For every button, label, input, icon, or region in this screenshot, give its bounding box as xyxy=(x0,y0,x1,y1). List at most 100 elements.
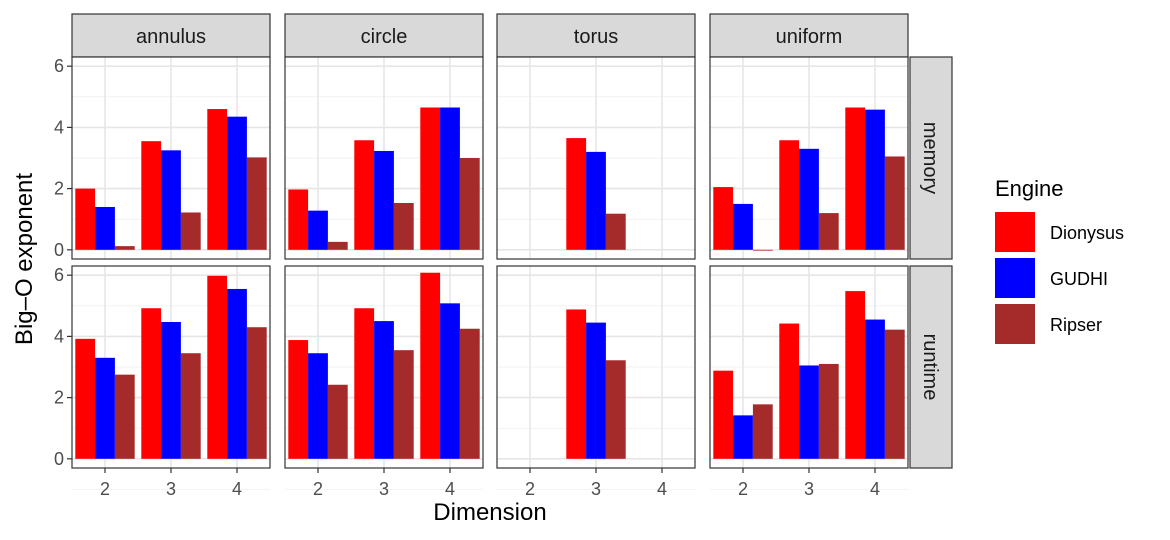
bar-ripser xyxy=(884,329,905,459)
panel-border xyxy=(709,56,909,260)
bar-dionysus xyxy=(207,109,228,250)
x-tick-label: 3 xyxy=(804,479,814,499)
bar-gudhi xyxy=(733,203,753,250)
bar-dionysus xyxy=(420,272,441,459)
bar-dionysus xyxy=(288,340,309,459)
y-tick-label: 0 xyxy=(54,240,64,260)
bar-ripser xyxy=(459,158,480,250)
bar-dionysus xyxy=(713,187,734,250)
facet-strip-runtime xyxy=(909,265,953,469)
bar-gudhi xyxy=(308,210,328,250)
bar-gudhi xyxy=(95,206,115,250)
bar-ripser xyxy=(605,360,626,459)
bar-gudhi xyxy=(440,303,460,459)
bar-gudhi xyxy=(227,288,247,459)
panel-annulus-memory xyxy=(71,56,271,281)
legend-title: Engine xyxy=(995,176,1064,201)
x-tick-label: 4 xyxy=(232,479,242,499)
bar-dionysus xyxy=(779,323,800,459)
facet-strip-torus xyxy=(496,13,696,58)
bar-ripser xyxy=(327,241,348,250)
bar-dionysus xyxy=(75,338,96,459)
panel-circle-runtime xyxy=(284,265,484,490)
bar-ripser xyxy=(327,384,348,459)
bar-dionysus xyxy=(713,370,734,459)
legend-label: Ripser xyxy=(1050,315,1102,335)
x-tick-label: 3 xyxy=(379,479,389,499)
panel-circle-memory xyxy=(284,56,484,281)
bar-dionysus xyxy=(845,291,866,459)
y-tick-label: 0 xyxy=(54,449,64,469)
bar-gudhi xyxy=(865,109,885,250)
x-tick-label: 2 xyxy=(100,479,110,499)
bar-ripser xyxy=(114,374,135,459)
legend-label: Dionysus xyxy=(1050,223,1124,243)
bar-ripser xyxy=(818,213,839,250)
legend-swatch-gudhi xyxy=(995,258,1035,298)
panel-border xyxy=(71,56,271,260)
facet-strip-circle xyxy=(284,13,484,58)
panel-uniform-memory xyxy=(709,56,909,281)
bar-gudhi xyxy=(161,322,181,459)
legend-swatch-ripser xyxy=(995,304,1035,344)
legend-swatch-dionysus xyxy=(995,212,1035,252)
bar-gudhi xyxy=(865,319,885,459)
x-tick-label: 4 xyxy=(657,479,667,499)
bar-dionysus xyxy=(141,141,162,250)
bar-gudhi xyxy=(586,322,606,459)
bar-ripser xyxy=(393,350,414,459)
bar-gudhi xyxy=(374,150,394,250)
bar-gudhi xyxy=(799,148,819,250)
bar-ripser xyxy=(752,249,773,251)
bar-ripser xyxy=(818,363,839,459)
panel-border xyxy=(284,56,484,260)
x-tick-label: 3 xyxy=(166,479,176,499)
y-axis-title: Big–O exponent xyxy=(11,173,38,345)
bar-dionysus xyxy=(845,107,866,250)
bar-gudhi xyxy=(227,116,247,250)
bar-ripser xyxy=(246,157,267,250)
facet-strip-label: uniform xyxy=(776,26,843,48)
bar-dionysus xyxy=(420,107,441,250)
bar-ripser xyxy=(459,328,480,459)
bar-dionysus xyxy=(566,309,587,459)
y-tick-label: 2 xyxy=(54,388,64,408)
legend-label: GUDHI xyxy=(1050,269,1108,289)
y-tick-label: 6 xyxy=(54,56,64,76)
y-tick-label: 6 xyxy=(54,265,64,285)
bar-gudhi xyxy=(308,353,328,459)
facet-strip-memory xyxy=(909,56,953,260)
panel-torus-memory xyxy=(496,56,696,281)
bar-dionysus xyxy=(288,189,309,250)
x-tick-label: 2 xyxy=(313,479,323,499)
facet-strip-label: memory xyxy=(919,122,941,194)
facet-strip-label: circle xyxy=(361,26,408,48)
y-tick-label: 4 xyxy=(54,117,64,137)
panel-border xyxy=(496,56,696,260)
x-tick-label: 2 xyxy=(738,479,748,499)
facet-strip-label: runtime xyxy=(919,334,941,401)
bar-ripser xyxy=(605,213,626,250)
bar-ripser xyxy=(180,212,201,250)
bar-dionysus xyxy=(75,188,96,250)
facet-strip-uniform xyxy=(709,13,909,58)
bar-ripser xyxy=(752,404,773,459)
bar-gudhi xyxy=(586,151,606,250)
bar-ripser xyxy=(246,327,267,459)
bar-gudhi xyxy=(374,321,394,459)
bar-ripser xyxy=(114,246,135,250)
y-tick-label: 2 xyxy=(54,179,64,199)
bar-gudhi xyxy=(733,415,753,459)
bar-ripser xyxy=(180,353,201,459)
bar-dionysus xyxy=(354,140,375,250)
bar-dionysus xyxy=(207,275,228,459)
x-tick-label: 4 xyxy=(445,479,455,499)
legend: Engine Dionysus GUDHI Ripser xyxy=(995,176,1124,344)
x-axis-title: Dimension xyxy=(433,499,546,526)
x-tick-label: 4 xyxy=(870,479,880,499)
bar-dionysus xyxy=(566,138,587,250)
y-tick-label: 4 xyxy=(54,326,64,346)
panel-uniform-runtime xyxy=(709,265,909,490)
facet-strip-label: annulus xyxy=(136,26,206,48)
